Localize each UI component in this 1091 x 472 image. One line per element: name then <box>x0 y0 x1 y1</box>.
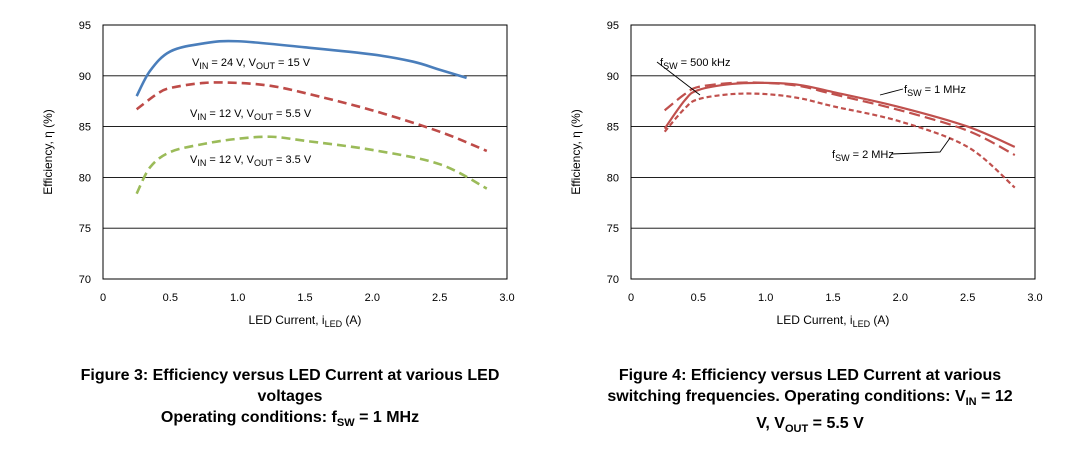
y-tick-label: 90 <box>79 71 91 83</box>
x-tick-label: 3.0 <box>1027 292 1042 304</box>
series-annotation: VIN = 12 V, VOUT = 5.5 V <box>190 108 312 122</box>
annotation-leader <box>656 61 701 96</box>
figure-4-caption-line1: Figure 4: Efficiency versus LED Current … <box>618 367 1002 384</box>
caption-subscript: SW <box>336 417 355 430</box>
figure-3-caption-line3: Operating conditions: fSW = 1 MHz <box>30 407 550 434</box>
caption-text: Operating conditions: f <box>160 409 337 426</box>
x-axis-label: LED Current, iLED (A) <box>249 313 362 329</box>
figure-4-efficiency-vs-switching-frequency: 70 75 80 85 90 95 0 0.5 1.0 1.5 2.0 2.5 3.0 LED Curre… <box>569 20 1043 329</box>
caption-text: = 5.5 V <box>808 415 864 433</box>
figure-3-caption-line2: voltages <box>257 388 323 405</box>
y-tick-label: 70 <box>79 274 91 286</box>
y-tick-label: 95 <box>79 20 91 32</box>
series-line <box>135 81 488 153</box>
x-tick-label: 0.5 <box>691 292 706 304</box>
annotation-leader <box>891 137 951 155</box>
y-tick-label: 85 <box>607 122 619 134</box>
series-line <box>663 81 1016 148</box>
y-tick-label: 75 <box>607 223 619 235</box>
y-tick-label: 85 <box>79 122 91 134</box>
caption-subscript: IN <box>965 396 977 409</box>
series-line <box>663 92 1016 189</box>
x-tick-label: 1.0 <box>230 292 245 304</box>
y-tick-label: 95 <box>607 20 619 32</box>
y-tick-label: 80 <box>607 172 619 184</box>
x-tick-label: 0.5 <box>163 292 178 304</box>
x-tick-label: 2.5 <box>960 292 975 304</box>
caption-text: = 12 <box>976 388 1013 405</box>
figure-4-caption-line3: V, VOUT = 5.5 V <box>560 413 1060 440</box>
x-tick-label: 0 <box>100 292 106 304</box>
series-annotation: VIN = 24 V, VOUT = 15 V <box>192 57 311 71</box>
y-tick-label: 70 <box>607 274 619 286</box>
x-tick-label: 3.0 <box>499 292 514 304</box>
series-line <box>135 39 467 97</box>
series-line <box>135 135 488 195</box>
x-axis-label: LED Current, iLED (A) <box>777 313 890 329</box>
series-annotation: fSW = 500 kHz <box>660 57 730 71</box>
figure-3-caption: Figure 3: Efficiency versus LED Current … <box>30 365 550 434</box>
figure-3-efficiency-vs-led-voltages: 70 75 80 85 90 95 0 0.5 1.0 1.5 2.0 2.5 3.0 LED Curre… <box>41 20 515 329</box>
y-tick-label: 75 <box>79 223 91 235</box>
caption-text: switching frequencies. Operating conditi… <box>607 388 966 405</box>
x-tick-label: 1.5 <box>297 292 312 304</box>
series-annotation: fSW = 1 MHz <box>904 84 966 98</box>
series-annotation: VIN = 12 V, VOUT = 3.5 V <box>190 154 312 168</box>
figure-4-caption-line2: switching frequencies. Operating conditi… <box>560 386 1060 413</box>
annotation-leader <box>879 88 904 96</box>
y-axis-label: Efficiency, η (%) <box>41 109 55 195</box>
y-axis-label: Efficiency, η (%) <box>569 109 583 195</box>
y-tick-label: 80 <box>79 172 91 184</box>
caption-text: V, V <box>756 415 785 433</box>
figure-4-caption: Figure 4: Efficiency versus LED Current … <box>560 365 1060 440</box>
x-tick-label: 2.5 <box>432 292 447 304</box>
x-tick-label: 2.0 <box>365 292 380 304</box>
x-tick-label: 0 <box>628 292 634 304</box>
caption-subscript: OUT <box>784 423 809 436</box>
x-tick-label: 2.0 <box>893 292 908 304</box>
figure-3-caption-line1: Figure 3: Efficiency versus LED Current … <box>80 367 500 384</box>
y-tick-label: 90 <box>607 71 619 83</box>
series-annotation: fSW = 2 MHz <box>832 149 894 163</box>
x-tick-label: 1.0 <box>758 292 773 304</box>
x-tick-label: 1.5 <box>825 292 840 304</box>
caption-text: = 1 MHz <box>354 409 420 426</box>
